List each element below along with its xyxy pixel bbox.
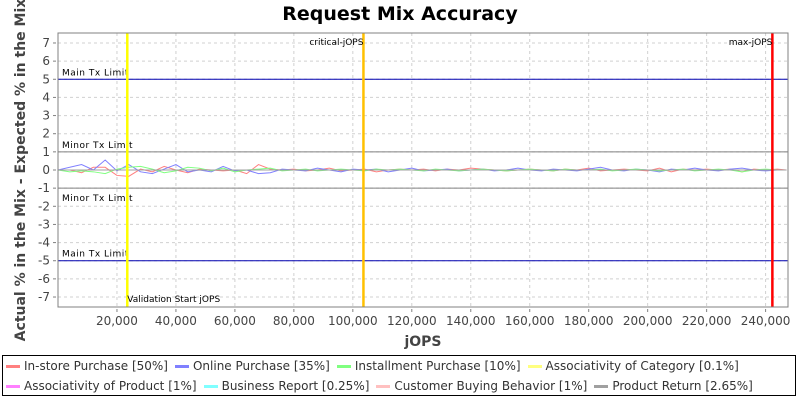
legend-item: Online Purchase [35%] [174,359,330,373]
x-axis-label: jOPS [403,334,441,350]
legend-item: Associativity of Category [0.1%] [527,359,739,373]
y-tick-label: 4 [42,90,50,104]
series-lines [57,159,787,177]
x-tick-label: 180,000 [564,314,614,328]
jops-marker-label: Validation Start jOPS [127,295,220,305]
legend-swatch [336,364,351,368]
y-tick-label: -3 [38,217,50,231]
legend-label: Business Report [0.25%] [221,379,370,393]
x-tick-label: 140,000 [446,314,496,328]
legend-label: Associativity of Product [1%] [24,379,197,393]
legend-swatch [203,384,218,388]
x-tick-label: 60,000 [214,314,256,328]
y-tick-label: 5 [42,72,50,86]
legend-label: In-store Purchase [50%] [24,359,168,373]
legend-label: Online Purchase [35%] [192,359,330,373]
y-tick-label: 7 [42,36,50,50]
jops-marker-label: max-jOPS [729,38,773,48]
legend-swatch [376,384,391,388]
jops-marker-label: critical-jOPS [309,38,363,48]
markers: Main Tx Limit Minor Tx Limit Minor Tx Limi… [58,33,788,307]
x-tick-label: 160,000 [505,314,555,328]
y-tick-label: -1 [38,181,50,195]
legend-label: Associativity of Category [0.1%] [545,359,739,373]
chart-title: Request Mix Accuracy [282,3,518,25]
y-tick-label: 1 [42,145,50,159]
y-axis-label: Actual % in the Mix - Expected % in the … [13,0,29,341]
axis-ticks: 20,000 40,000 60,000 80,000 100,000 120,000 14… [38,36,790,328]
legend-item: Associativity of Product [1%] [6,379,197,393]
limit-label: Minor Tx Limit [62,194,133,204]
legend-swatch [594,384,609,388]
legend-item: Product Return [2.65%] [594,379,753,393]
x-tick-label: 120,000 [387,314,437,328]
limit-label: Minor Tx Limit [62,141,133,151]
y-tick-label: -4 [38,236,50,250]
legend-swatch [6,364,20,368]
y-tick-label: 6 [42,54,50,68]
legend-row: In-store Purchase [50%] Online Purchase [… [6,359,739,373]
limit-label: Main Tx Limit [62,68,129,78]
y-tick-label: -7 [38,290,50,304]
legend: In-store Purchase [50%] Online Purchase [… [2,355,796,396]
legend-item: Customer Buying Behavior [1%] [376,379,587,393]
legend-swatch [6,384,20,388]
legend-item: Business Report [0.25%] [203,379,370,393]
legend-swatch [527,364,542,368]
y-tick-label: 3 [42,109,50,123]
legend-item: Installment Purchase [10%] [336,359,521,373]
y-tick-label: -6 [38,272,50,286]
plot-area [57,32,789,308]
x-tick-label: 200,000 [623,314,673,328]
y-tick-label: 2 [42,127,50,141]
limit-label: Main Tx Limit [62,250,129,260]
y-tick-label: -5 [38,254,50,268]
legend-label: Installment Purchase [10%] [354,359,521,373]
legend-label: Product Return [2.65%] [612,379,753,393]
legend-row: Associativity of Product [1%] Business Re… [6,379,753,393]
x-tick-label: 80,000 [273,314,315,328]
x-tick-label: 40,000 [155,314,197,328]
legend-swatch [174,364,189,368]
x-tick-label: 220,000 [682,314,732,328]
x-tick-label: 20,000 [96,314,138,328]
chart-svg: Request Mix Accuracy jOPS Actual % in th… [13,0,790,350]
x-tick-label: 100,000 [328,314,378,328]
legend-label: Customer Buying Behavior [1%] [394,379,588,393]
y-tick-label: -2 [38,199,50,213]
y-tick-label: 0 [42,163,50,177]
x-tick-label: 240,000 [741,314,791,328]
legend-item: In-store Purchase [50%] [6,359,168,373]
